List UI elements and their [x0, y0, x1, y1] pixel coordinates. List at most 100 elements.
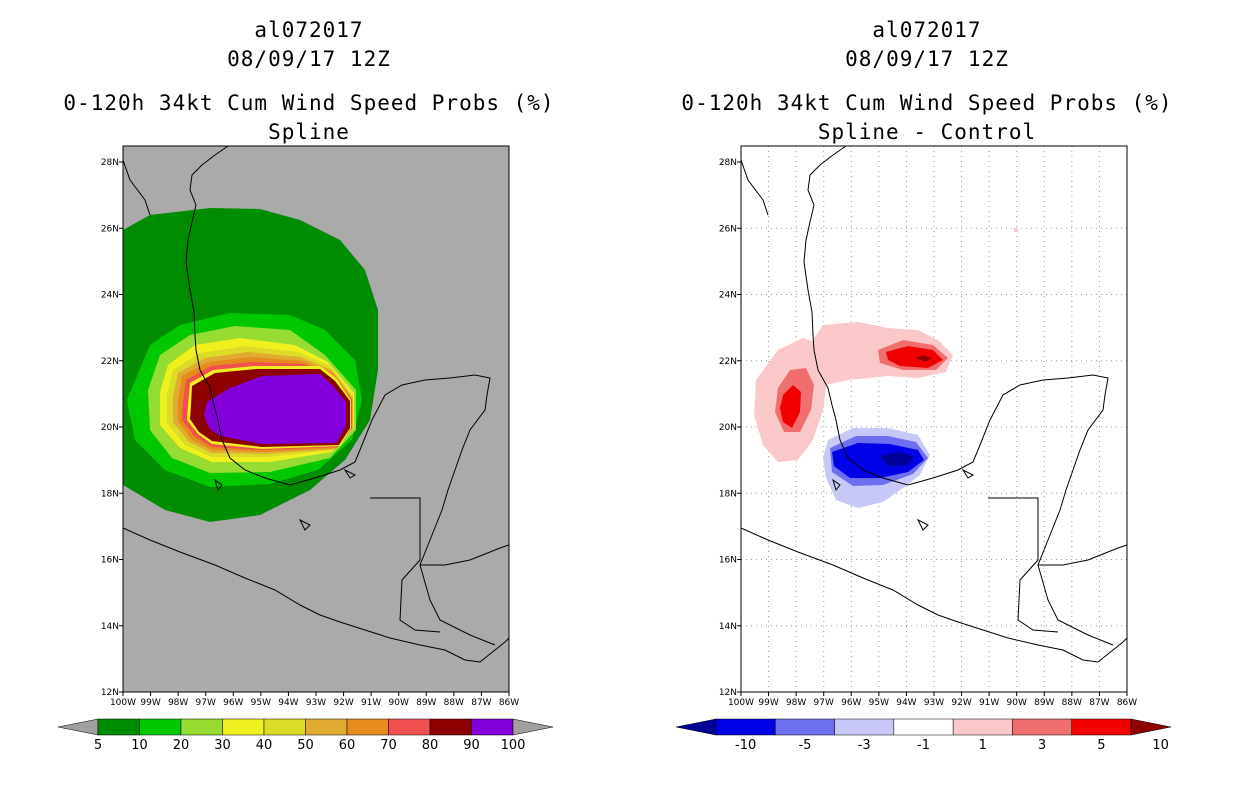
- colorbar-left-arrow: [675, 718, 717, 736]
- colorbar-swatch: [346, 718, 389, 736]
- lat-label: 14N: [719, 622, 737, 632]
- lat-label: 26N: [719, 224, 737, 234]
- panel-spline-minus-control: al072017 08/09/17 12Z 0-120h 34kt Cum Wi…: [618, 0, 1236, 800]
- datetime-title: 08/09/17 12Z: [227, 47, 391, 71]
- lon-label: 86W: [499, 698, 519, 708]
- colorbar-right: -10 -5 -3 -1 1 3 5 10: [675, 718, 1172, 753]
- colorbar-label: 80: [422, 738, 439, 753]
- lat-label: 18N: [101, 489, 119, 499]
- diff-positive-peak-north: [916, 355, 932, 362]
- lon-label: 89W: [416, 698, 436, 708]
- lat-axis-left: 28N 26N 24N 22N 20N 18N 16N 14N 12N: [101, 158, 123, 698]
- storm-id-title: al072017: [254, 18, 364, 42]
- lon-label: 98W: [786, 698, 806, 708]
- plot-area-right: 28N 26N 24N 22N 20N 18N 16N 14N 12N 100W 99W 98W 97…: [719, 145, 1137, 708]
- lon-label: 94W: [278, 698, 298, 708]
- lat-label: 12N: [719, 688, 737, 698]
- lon-label: 94W: [896, 698, 916, 708]
- coastlines-right: [740, 145, 1128, 663]
- colorbar-swatch: [429, 718, 472, 736]
- lon-label: 88W: [1062, 698, 1082, 708]
- lon-label: 97W: [814, 698, 834, 708]
- lon-label: 93W: [306, 698, 326, 708]
- colorbar-swatch: [1071, 718, 1132, 736]
- colorbar-label: 90: [463, 738, 480, 753]
- panel-spline: al072017 08/09/17 12Z 0-120h 34kt Cum Wi…: [57, 18, 554, 753]
- lat-label: 26N: [101, 224, 119, 234]
- colorbar-label: 5: [94, 738, 102, 753]
- colorbar-swatch: [715, 718, 776, 736]
- diff-positive-strong-north: [886, 346, 943, 368]
- lat-label: 28N: [719, 158, 737, 168]
- colorbar-label: -10: [735, 738, 756, 753]
- lon-label: 96W: [223, 698, 243, 708]
- lat-label: 20N: [719, 423, 737, 433]
- lon-label: 91W: [361, 698, 381, 708]
- colorbar-label: 30: [214, 738, 231, 753]
- lon-label: 95W: [869, 698, 889, 708]
- datetime-title: 08/09/17 12Z: [845, 47, 1009, 71]
- diff-negative-strong: [832, 443, 924, 478]
- lon-label: 87W: [1089, 698, 1109, 708]
- colorbar-label: -1: [917, 738, 930, 753]
- lat-label: 16N: [719, 556, 737, 566]
- lon-label: 92W: [951, 698, 971, 708]
- colorbar-label: 10: [1152, 738, 1169, 753]
- lat-label: 24N: [101, 291, 119, 301]
- colorbar-swatch: [893, 718, 954, 736]
- lat-label: 18N: [719, 489, 737, 499]
- lon-label: 97W: [196, 698, 216, 708]
- colorbar-label: 50: [297, 738, 314, 753]
- colorbar-swatch: [139, 718, 182, 736]
- diff-negative-peak: [880, 452, 914, 466]
- colorbar-label: 10: [131, 738, 148, 753]
- colorbar-left-arrow: [57, 718, 99, 736]
- colorbar-label: 100: [501, 738, 526, 753]
- colorbar-swatch: [471, 718, 514, 736]
- lon-label: 98W: [168, 698, 188, 708]
- plot-area-left: 28N 26N 24N 22N 20N 18N 16N 14N 12N 100W 99W 98W 97…: [101, 145, 519, 708]
- colorbar-swatch: [222, 718, 265, 736]
- colorbar-swatch: [388, 718, 431, 736]
- subtitle: Spline: [268, 120, 350, 144]
- lat-label: 22N: [719, 357, 737, 367]
- lat-axis-right: 28N 26N 24N 22N 20N 18N 16N 14N 12N: [719, 158, 741, 698]
- lon-label: 91W: [979, 698, 999, 708]
- colorbar-label: -5: [798, 738, 811, 753]
- lat-label: 22N: [101, 357, 119, 367]
- colorbar-swatch: [263, 718, 306, 736]
- lon-label: 96W: [841, 698, 861, 708]
- subtitle: Spline - Control: [817, 120, 1037, 144]
- lon-label: 99W: [140, 698, 160, 708]
- map-spline: 28N 26N 24N 22N 20N 18N 16N 14N 12N 100W 99W 98W 97…: [57, 145, 554, 753]
- lon-label: 86W: [1117, 698, 1137, 708]
- colorbar-swatch: [1012, 718, 1072, 736]
- colorbar-swatch: [97, 718, 140, 736]
- lon-label: 90W: [1007, 698, 1027, 708]
- lat-label: 28N: [101, 158, 119, 168]
- lon-label: 95W: [251, 698, 271, 708]
- lon-label: 87W: [471, 698, 491, 708]
- prob-contour-100: [204, 374, 346, 444]
- coastlines-left: [122, 145, 510, 663]
- colorbar-swatch: [952, 718, 1013, 736]
- lat-label: 14N: [101, 622, 119, 632]
- colorbar-swatch: [305, 718, 348, 736]
- lat-label: 12N: [101, 688, 119, 698]
- diff-small-speck: [1014, 228, 1018, 232]
- colorbar-swatch: [834, 718, 895, 736]
- colorbar-label: 40: [256, 738, 273, 753]
- map-difference: 28N 26N 24N 22N 20N 18N 16N 14N 12N 100W 99W 98W 97…: [675, 145, 1172, 753]
- lat-label: 16N: [101, 556, 119, 566]
- colorbar-label: 20: [173, 738, 190, 753]
- lon-axis-right: 100W 99W 98W 97W 96W 95W 94W 93W 92W 91W 90W 89W 88W…: [728, 692, 1137, 708]
- lon-label: 89W: [1034, 698, 1054, 708]
- colorbar-swatch: [775, 718, 835, 736]
- lon-axis-left: 100W 99W 98W 97W 96W 95W 94W 93W 92W 91W 90W 89W 88W…: [110, 692, 519, 708]
- diff-positive-strong-west: [780, 385, 801, 428]
- lon-label: 99W: [758, 698, 778, 708]
- lon-label: 93W: [924, 698, 944, 708]
- colorbar-label: 60: [339, 738, 356, 753]
- product-title: 0-120h 34kt Cum Wind Speed Probs (%): [681, 91, 1173, 115]
- colorbar-right-arrow: [512, 718, 554, 736]
